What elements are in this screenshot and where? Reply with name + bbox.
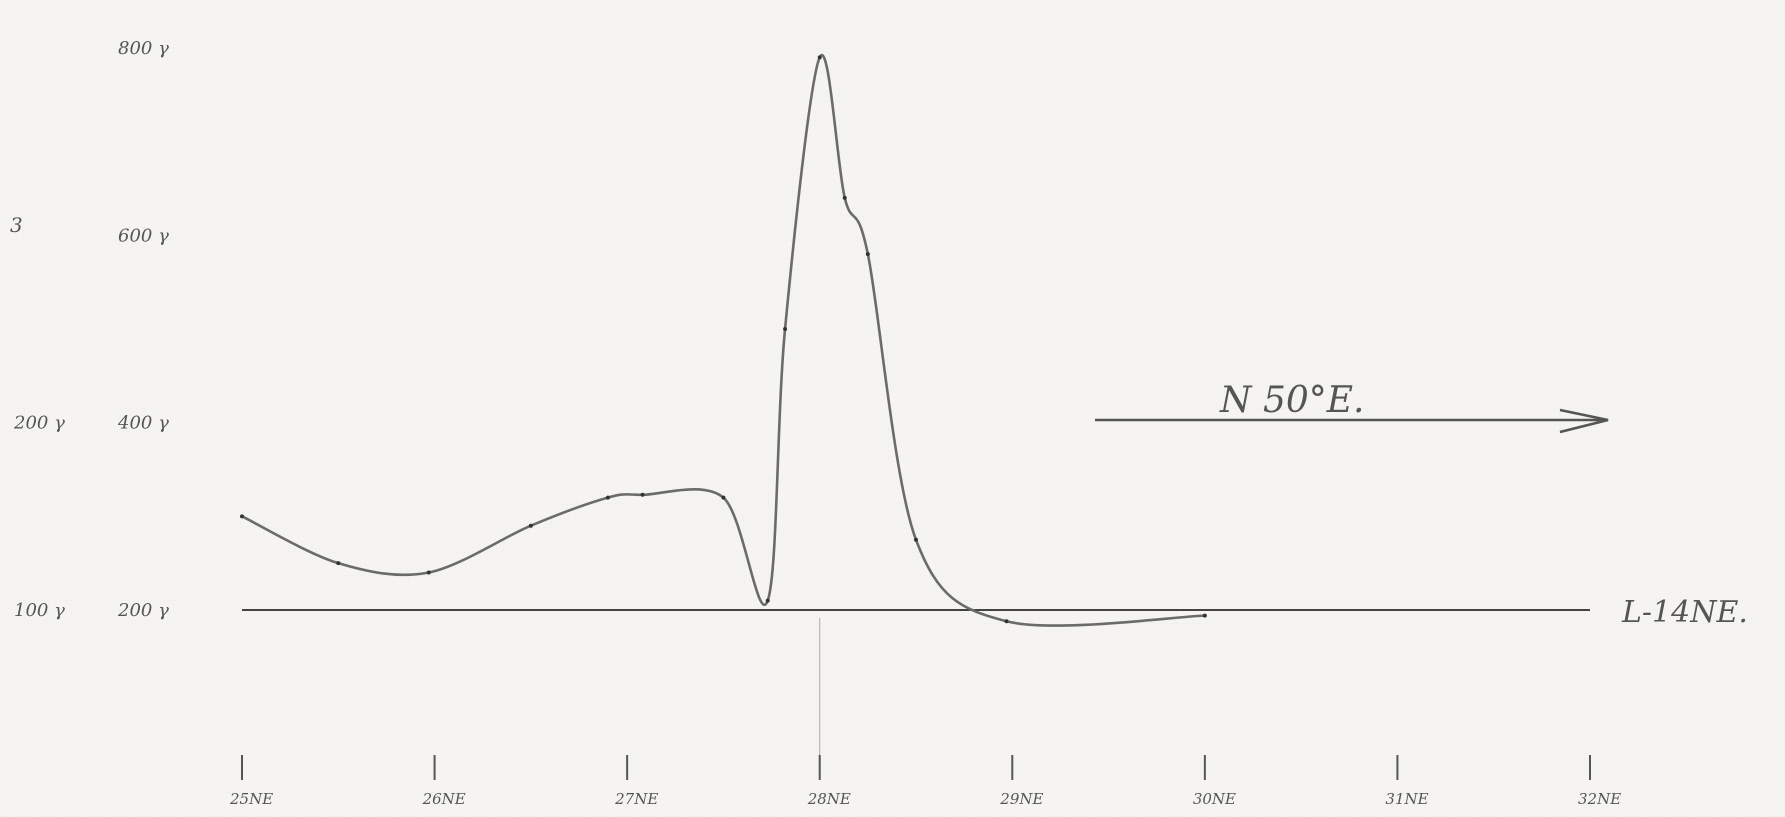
data-point (426, 570, 431, 575)
x-tick-label: 25NE (229, 790, 273, 808)
y-tick-label-primary: 400 γ (117, 413, 169, 434)
series-layer (240, 53, 1207, 627)
data-point (1004, 619, 1009, 624)
data-point (783, 327, 788, 331)
x-tick-label: 26NE (422, 790, 466, 808)
y-tick-label-primary: 600 γ (118, 225, 169, 246)
y-tick-label-secondary: 100 γ (14, 600, 65, 621)
x-tick-label: 30NE (1193, 790, 1236, 808)
data-point (721, 495, 726, 500)
data-point (842, 195, 847, 200)
baseline-layer (242, 609, 1590, 760)
bearing-arrow (1095, 408, 1609, 434)
data-point (336, 561, 341, 566)
bearing-label: N 50°E. (1219, 380, 1364, 421)
data-point (640, 492, 645, 497)
y-tick-label-secondary: 200 γ (13, 413, 65, 434)
y-tick-label-primary: 800 γ (118, 38, 169, 59)
y-tick-label-primary: 200 γ (117, 600, 169, 621)
line-label: L-14NE. (1621, 595, 1748, 630)
x-axis-ticks: 25NE 26NE 27NE 28NE 29NE 30NE 31NE 32NE (229, 755, 1621, 808)
x-tick-label: 27NE (614, 790, 658, 808)
data-point (817, 55, 822, 60)
bearing-arrow-head (1559, 408, 1609, 434)
data-point (1202, 613, 1207, 618)
series-line (241, 53, 1205, 627)
x-tick-label: 32NE (1578, 790, 1621, 808)
x-tick-label: 29NE (999, 790, 1043, 808)
data-point (240, 514, 244, 519)
y-side-mark: 3 (10, 213, 23, 237)
data-point (765, 598, 770, 603)
data-point (528, 523, 533, 528)
data-point (914, 537, 918, 542)
y-axis-labels: 200 γ 400 γ 600 γ 800 γ 100 γ 200 γ (13, 38, 169, 621)
x-tick-label: 31NE (1385, 790, 1428, 808)
data-point (605, 495, 610, 500)
data-point (865, 252, 870, 257)
x-tick-label: 28NE (807, 790, 851, 808)
